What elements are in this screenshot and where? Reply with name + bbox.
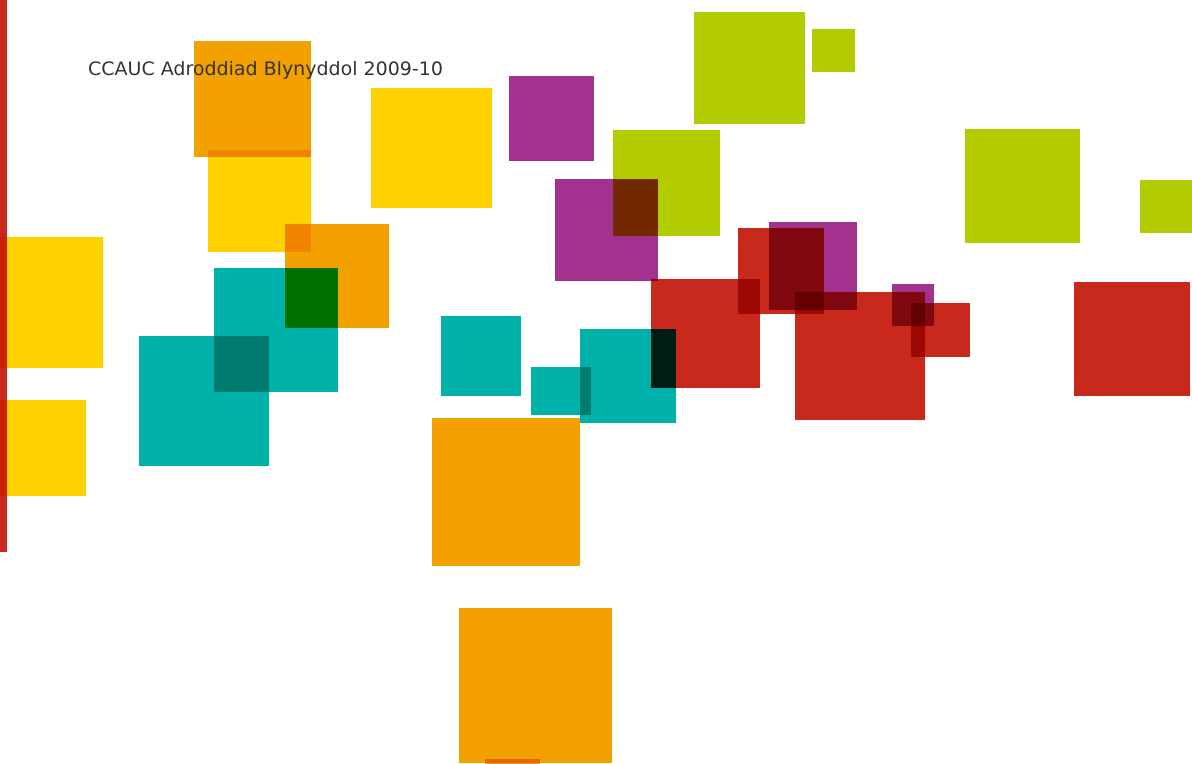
decorative-square-yellow (0, 400, 86, 496)
decorative-square-orange (459, 608, 612, 763)
decorative-square-teal (531, 367, 591, 415)
decorative-square-orange (432, 418, 580, 566)
decorative-square-orange (485, 759, 540, 764)
decorative-square-teal (441, 316, 521, 396)
decorative-square-red (911, 303, 970, 357)
decorative-square-red (795, 292, 925, 420)
decorative-square-yellow (371, 88, 492, 208)
decorative-square-lime (1140, 180, 1192, 233)
decorative-square-red (1074, 282, 1190, 396)
decorative-square-teal (139, 336, 269, 466)
decorative-square-lime (965, 129, 1080, 243)
decorative-square-purple (555, 179, 658, 281)
decorative-square-lime (812, 29, 855, 72)
decorative-square-yellow (0, 237, 103, 368)
decorative-square-red (651, 279, 760, 388)
decorative-square-orange (194, 41, 311, 157)
decorative-square-purple (509, 76, 594, 161)
decorative-square-lime (694, 12, 805, 124)
report-title: CCAUC Adroddiad Blynyddol 2009-10 (88, 58, 443, 80)
